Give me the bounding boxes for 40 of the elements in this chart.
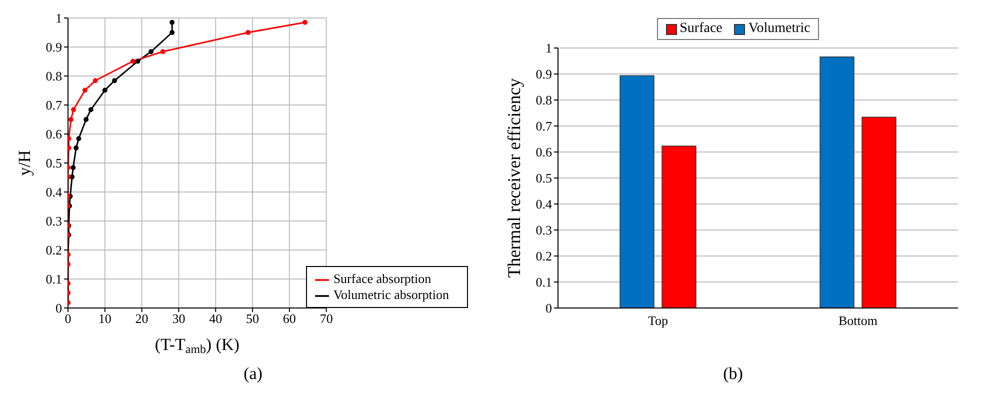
x-axis-title: (T-T$_{amb}$) (K) <box>154 335 240 356</box>
x-tick-label: 50 <box>246 311 260 326</box>
y-tick-label: 0.2 <box>536 248 552 264</box>
y-tick-label: 0.3 <box>46 214 62 229</box>
y-tick-label: 0.1 <box>536 274 552 290</box>
y-tick-label: 0.7 <box>536 118 552 134</box>
y-tick-label: 0.5 <box>46 156 62 171</box>
y-tick-label: 0 <box>546 300 552 316</box>
x-tick-label: 20 <box>135 311 148 326</box>
y-tick-label: 0.2 <box>46 242 62 258</box>
x-tick-label: 60 <box>282 311 296 326</box>
y-tick-label: 0.3 <box>536 222 552 238</box>
y-tick-label: 0.8 <box>536 92 552 108</box>
y-tick-label: 0.5 <box>536 170 552 186</box>
y-tick-label: 0.6 <box>536 144 552 160</box>
y-tick-label: 0.4 <box>46 184 62 200</box>
y-tick-label: 0.7 <box>46 98 62 113</box>
x-tick-label: Top <box>648 313 668 328</box>
y-tick-label: 0.6 <box>46 126 62 142</box>
y-axis-title: Thermal receiver efficiency <box>504 78 524 278</box>
x-tick-label: 40 <box>209 311 222 326</box>
text: (a) <box>244 364 262 384</box>
x-tick-label: 10 <box>98 311 112 326</box>
y-tick-label: 0.9 <box>46 40 62 55</box>
y-tick-label: 1 <box>56 10 62 26</box>
y-tick-label: 0.9 <box>536 66 552 82</box>
legend-label: Surface <box>678 21 722 37</box>
y-tick-label: 1 <box>546 40 552 56</box>
x-tick-label: Bottom <box>838 313 878 328</box>
y-tick-label: 0.8 <box>46 68 62 84</box>
y-axis-title: y/H <box>15 150 34 176</box>
legend-label: Volumetric absorption <box>333 286 449 302</box>
x-tick-label: 30 <box>172 311 186 326</box>
legend-label: Surface absorption <box>333 270 432 286</box>
y-tick-label: 0 <box>56 300 62 316</box>
y-tick-label: 0.4 <box>536 196 552 212</box>
x-tick-label: 70 <box>320 311 333 326</box>
legend-label: Volumetric <box>747 21 810 37</box>
text: (b) <box>723 364 743 384</box>
y-tick-label: 0.1 <box>46 272 62 287</box>
